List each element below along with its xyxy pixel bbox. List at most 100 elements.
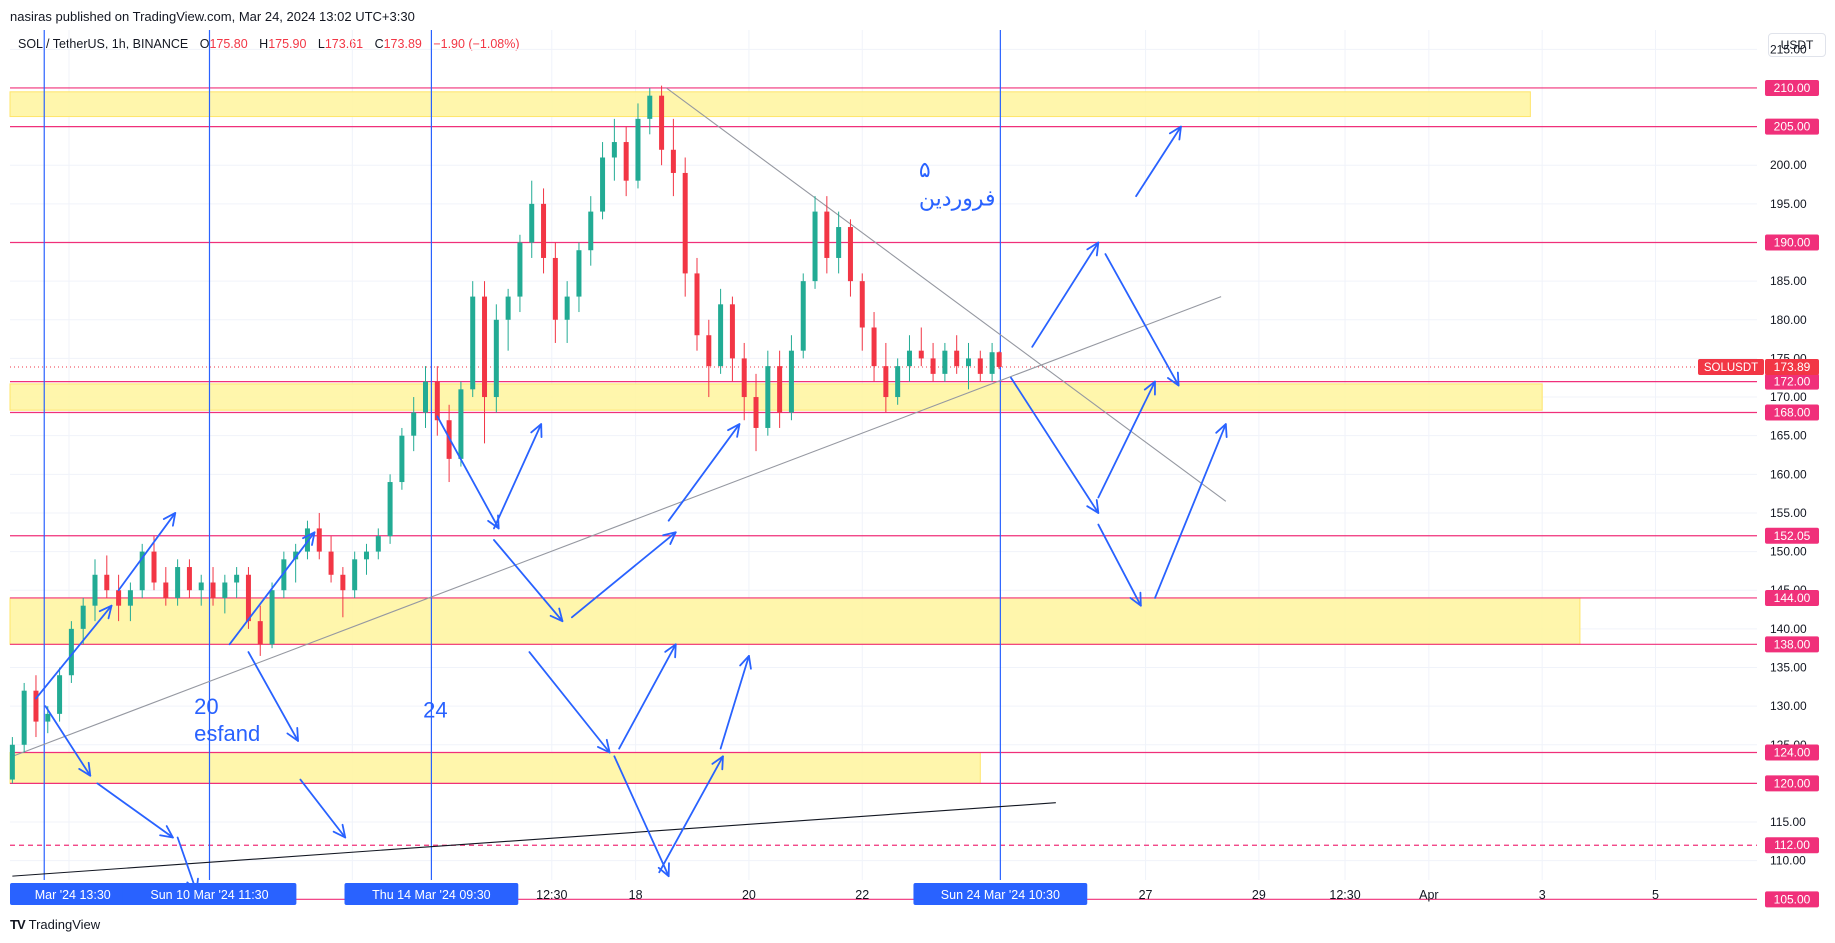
candle-body [588,211,594,251]
legend-change: −1.90 (−1.08%) [433,37,520,51]
arrow[interactable] [658,755,724,874]
arrow[interactable] [35,604,113,700]
arrow[interactable] [1010,376,1100,514]
candle [411,397,417,452]
candle [635,103,641,189]
annotation-text[interactable]: esfand [194,721,260,746]
candle [482,281,488,444]
arrow[interactable] [667,423,741,522]
arrow[interactable] [493,539,564,623]
arrow-head-icon [78,761,92,777]
annotation-text[interactable]: 20 [194,694,218,719]
price-tick-label: 150.00 [1770,545,1807,559]
trendline[interactable] [12,296,1222,757]
candle-body [186,567,192,591]
zone-rect[interactable] [9,383,1543,411]
zone-rect[interactable] [9,91,1531,118]
arrow[interactable] [493,423,543,530]
legend-high: H175.90 [259,37,307,51]
time-marker-label[interactable]: Mar '24 13:30 [35,888,111,902]
arrow[interactable] [436,415,500,530]
candle [800,273,806,359]
level-label-bg [1765,404,1819,421]
level-label: 138.00 [1774,637,1811,651]
arrow-head-icon [159,825,174,839]
candle-body [576,250,582,297]
arrow[interactable] [1097,380,1156,499]
price-tick-label: 170.00 [1770,390,1807,404]
level-label-bg [1765,636,1819,653]
arrow-shaft [436,415,500,530]
arrow[interactable] [96,782,174,839]
symbol-legend: SOL / TetherUS, 1h, BINANCE O175.80 H175… [18,37,520,51]
candle [647,87,653,135]
annotation-text[interactable]: ۵ [919,157,931,182]
level-label: 205.00 [1774,120,1811,134]
arrow[interactable] [719,655,752,750]
arrow-shaft [228,531,316,646]
arrow[interactable] [1031,241,1100,348]
candle [576,242,582,313]
price-tick-label: 165.00 [1770,429,1807,443]
candle [965,342,971,390]
candle-body [92,574,98,606]
time-tick-label: 22 [855,888,869,902]
candle-body [765,366,771,428]
arrow[interactable] [228,531,316,646]
candle [458,381,464,467]
arrow[interactable] [44,705,92,777]
candle-body [659,95,665,150]
zone-rect[interactable] [9,597,1581,645]
annotation-text[interactable]: 24 [423,698,447,723]
arrow[interactable] [117,512,177,592]
time-tick-label: 12:30 [1329,888,1360,902]
currency-button[interactable]: USDT [1768,33,1826,57]
arrow[interactable] [299,778,347,839]
candle [328,536,334,583]
trendline[interactable] [12,802,1056,877]
legend-symbol[interactable]: SOL / TetherUS, 1h, BINANCE [18,37,189,51]
time-tick-label: 20 [742,888,756,902]
candle-body [942,350,948,374]
annotation-text[interactable]: فروردین [919,185,996,211]
time-marker-label[interactable]: Sun 10 Mar '24 11:30 [150,888,268,902]
candle-body [741,358,747,398]
arrow[interactable] [618,643,677,750]
candle-body [340,574,346,591]
arrow-head-icon [162,512,177,527]
arrow[interactable] [1135,125,1182,198]
candle [670,118,676,197]
arrow[interactable] [570,531,677,619]
candle-body [895,366,901,398]
arrow[interactable] [1104,253,1180,387]
arrow[interactable] [1097,523,1142,607]
level-label: 144.00 [1774,591,1811,605]
candle [600,142,606,220]
candle-body [954,350,960,367]
arrow[interactable] [613,755,670,878]
level-label-bg [1765,891,1819,908]
candle [517,234,523,313]
candle-body [304,528,310,552]
arrow-head-icon [549,607,564,623]
candle [423,366,429,428]
candle-body [316,528,322,552]
candle [9,737,15,784]
level-label: 172.00 [1774,375,1811,389]
arrow-head-icon [1167,371,1180,387]
zone-rect[interactable] [9,752,981,784]
arrow[interactable] [247,651,299,742]
time-marker-label[interactable]: Thu 14 Mar '24 09:30 [372,888,490,902]
trendline[interactable] [665,87,1227,502]
candle-body [753,397,759,428]
price-tick-label: 110.00 [1770,854,1806,868]
candle-body [824,211,830,258]
arrow[interactable] [528,651,611,754]
candle-body [682,172,688,274]
tradingview-logo[interactable]: TV TradingView [10,917,100,932]
time-marker-label[interactable]: Sun 24 Mar '24 10:30 [941,888,1060,902]
candle [777,350,783,428]
arrow[interactable] [1154,423,1228,599]
